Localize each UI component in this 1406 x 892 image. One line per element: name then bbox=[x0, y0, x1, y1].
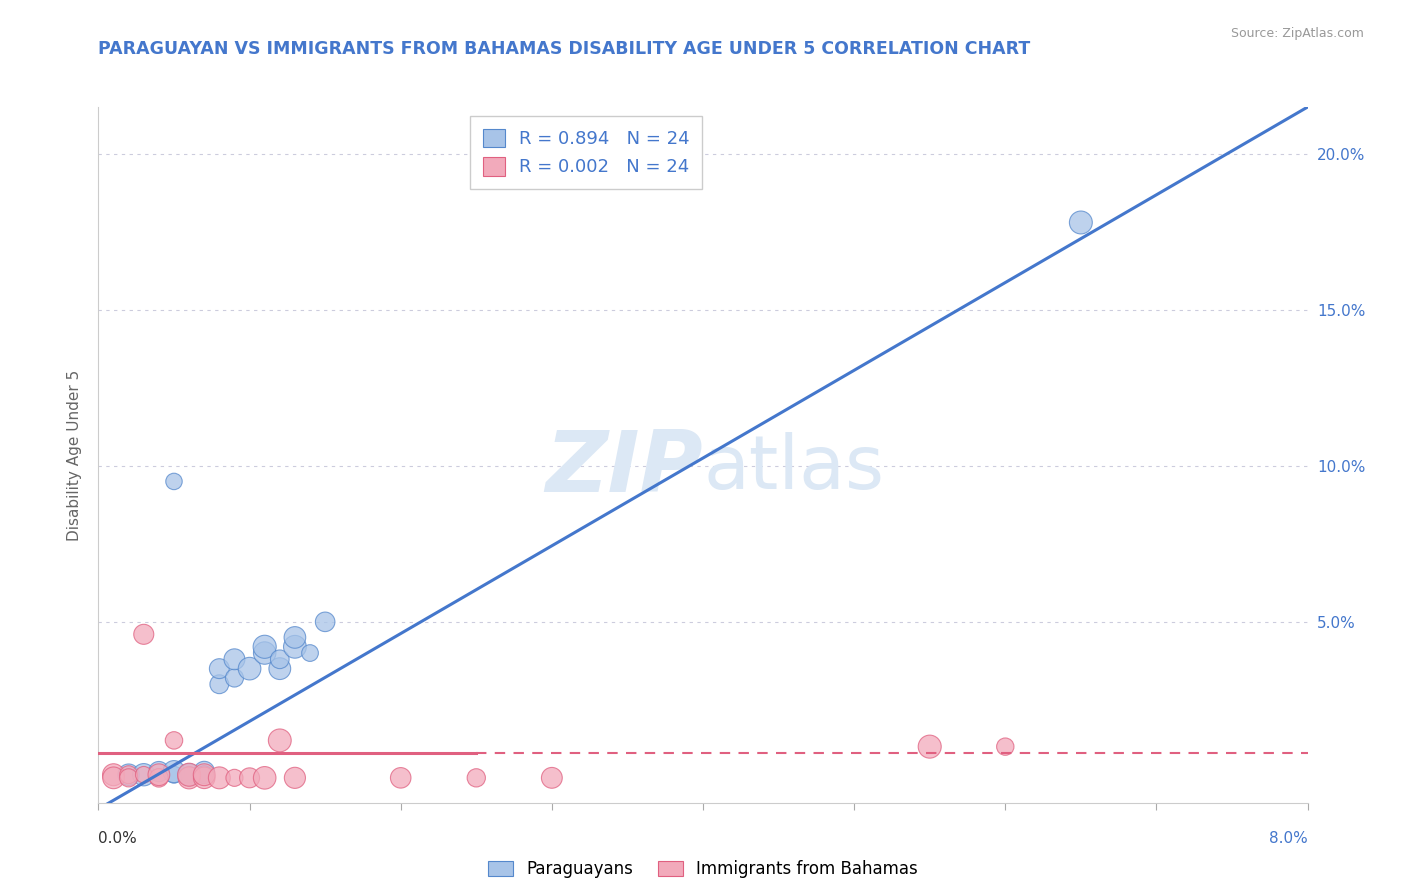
Point bbox=[132, 627, 155, 641]
Text: 8.0%: 8.0% bbox=[1268, 831, 1308, 846]
Text: atlas: atlas bbox=[703, 433, 884, 506]
Y-axis label: Disability Age Under 5: Disability Age Under 5 bbox=[67, 369, 83, 541]
Point bbox=[193, 768, 215, 782]
Text: PARAGUAYAN VS IMMIGRANTS FROM BAHAMAS DISABILITY AGE UNDER 5 CORRELATION CHART: PARAGUAYAN VS IMMIGRANTS FROM BAHAMAS DI… bbox=[98, 40, 1031, 58]
Text: 0.0%: 0.0% bbox=[98, 831, 138, 846]
Point bbox=[224, 771, 246, 785]
Text: Source: ZipAtlas.com: Source: ZipAtlas.com bbox=[1230, 27, 1364, 40]
Point bbox=[253, 646, 276, 660]
Point bbox=[224, 671, 246, 685]
Point bbox=[118, 768, 141, 782]
Point bbox=[1070, 215, 1092, 229]
Point bbox=[132, 768, 155, 782]
Point bbox=[918, 739, 941, 754]
Point bbox=[208, 662, 231, 676]
Legend: R = 0.894   N = 24, R = 0.002   N = 24: R = 0.894 N = 24, R = 0.002 N = 24 bbox=[470, 116, 702, 189]
Point bbox=[994, 739, 1017, 754]
Point bbox=[118, 768, 141, 782]
Point bbox=[314, 615, 336, 629]
Point bbox=[269, 733, 291, 747]
Point bbox=[163, 733, 186, 747]
Point bbox=[103, 768, 125, 782]
Point bbox=[179, 771, 201, 785]
Point bbox=[118, 771, 141, 785]
Point bbox=[239, 662, 262, 676]
Point bbox=[193, 768, 215, 782]
Point bbox=[163, 768, 186, 782]
Point bbox=[179, 768, 201, 782]
Point bbox=[132, 768, 155, 782]
Point bbox=[224, 652, 246, 666]
Point bbox=[253, 640, 276, 654]
Point bbox=[284, 631, 307, 645]
Point bbox=[163, 475, 186, 489]
Point bbox=[193, 764, 215, 779]
Point bbox=[541, 771, 564, 785]
Point bbox=[253, 771, 276, 785]
Point bbox=[269, 662, 291, 676]
Point bbox=[239, 771, 262, 785]
Point bbox=[389, 771, 412, 785]
Point bbox=[179, 768, 201, 782]
Point bbox=[465, 771, 488, 785]
Point bbox=[179, 768, 201, 782]
Point bbox=[148, 768, 170, 782]
Point bbox=[208, 677, 231, 691]
Point bbox=[148, 764, 170, 779]
Point bbox=[103, 771, 125, 785]
Point bbox=[193, 771, 215, 785]
Point bbox=[163, 764, 186, 779]
Point bbox=[299, 646, 322, 660]
Text: ZIP: ZIP bbox=[546, 427, 703, 510]
Point bbox=[284, 771, 307, 785]
Point bbox=[284, 640, 307, 654]
Point bbox=[269, 652, 291, 666]
Point bbox=[208, 771, 231, 785]
Point bbox=[148, 771, 170, 785]
